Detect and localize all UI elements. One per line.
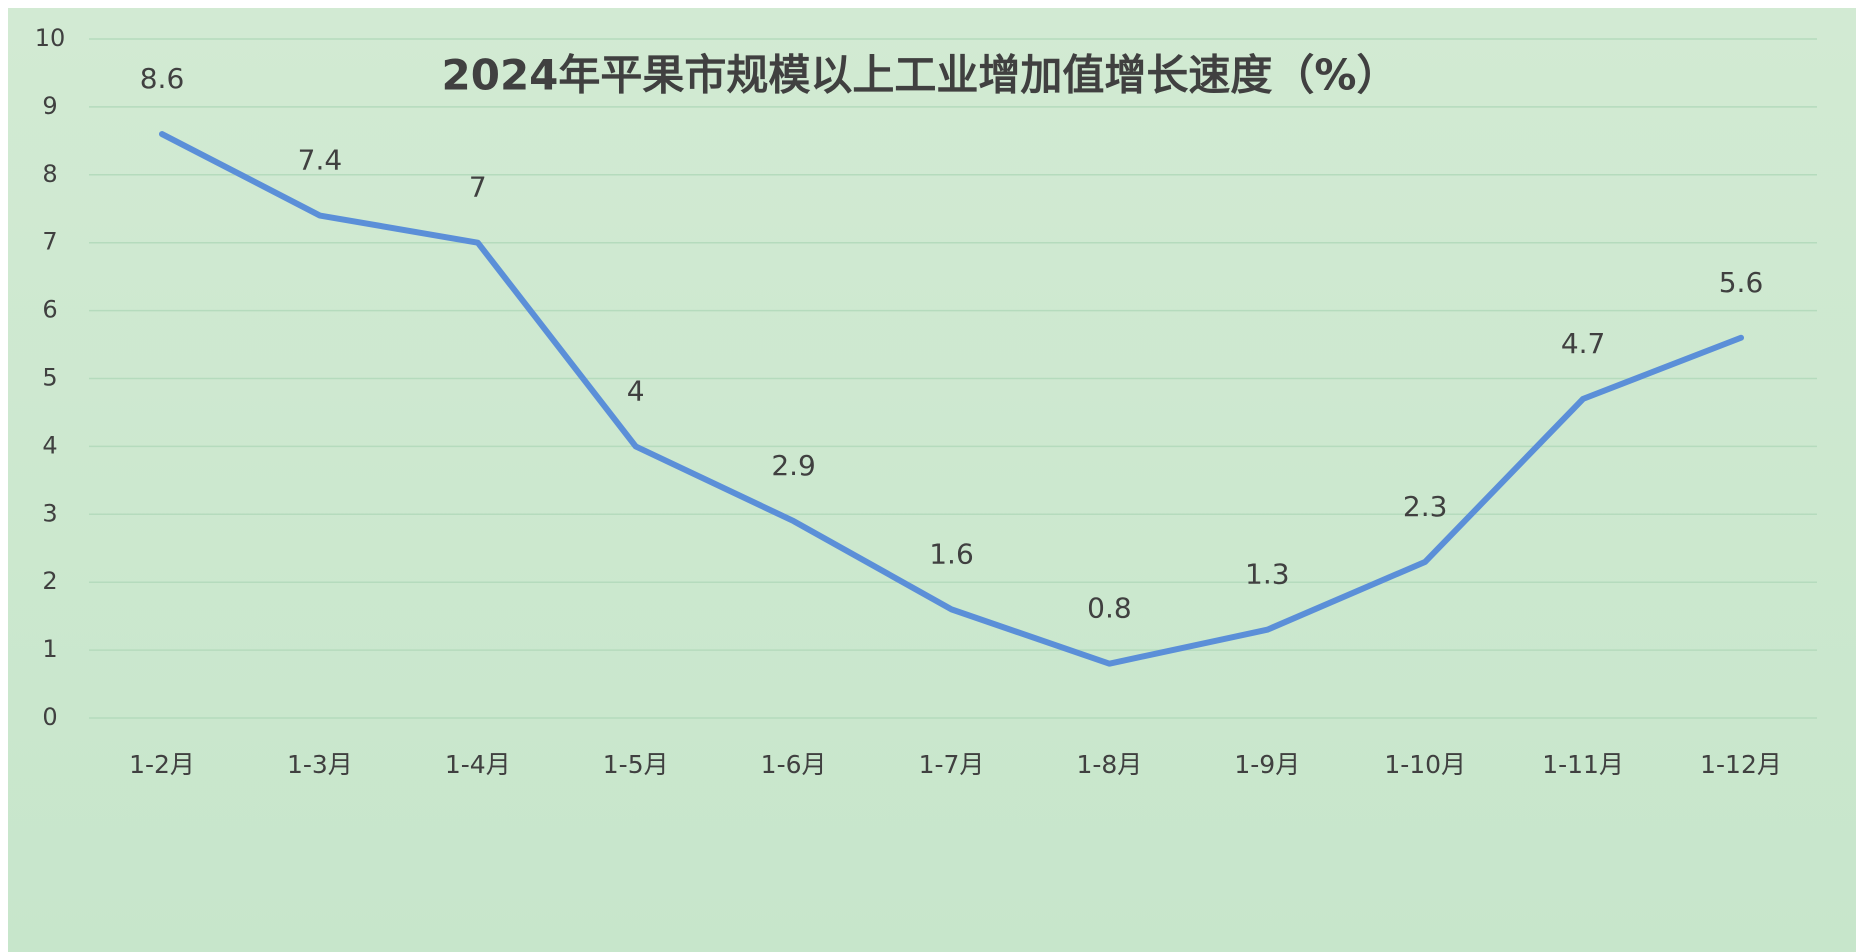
y-tick-label: 8	[42, 160, 57, 188]
data-label: 4	[627, 374, 645, 407]
data-label: 7.4	[298, 144, 343, 177]
y-tick-label: 5	[42, 364, 57, 392]
y-tick-label: 6	[42, 296, 57, 324]
y-tick-label: 7	[42, 228, 57, 256]
x-tick-label: 1-2月	[129, 750, 195, 779]
x-tick-label: 1-11月	[1542, 750, 1624, 779]
y-tick-label: 0	[42, 703, 57, 731]
x-tick-label: 1-8月	[1076, 750, 1142, 779]
data-label: 1.6	[929, 537, 974, 570]
data-label: 2.9	[771, 449, 816, 482]
y-tick-label: 10	[35, 24, 66, 52]
y-tick-label: 3	[42, 499, 57, 527]
chart-background	[8, 8, 1856, 952]
x-tick-label: 1-7月	[919, 750, 985, 779]
data-label: 0.8	[1087, 592, 1132, 625]
x-tick-label: 1-6月	[761, 750, 827, 779]
x-tick-label: 1-9月	[1234, 750, 1300, 779]
data-label: 7	[469, 171, 487, 204]
data-label: 4.7	[1561, 327, 1606, 360]
data-line	[159, 131, 1744, 667]
data-label: 8.6	[140, 62, 185, 95]
y-tick-label: 2	[42, 567, 57, 595]
x-tick-label: 1-4月	[445, 750, 511, 779]
data-label: 2.3	[1403, 490, 1448, 523]
y-tick-label: 1	[42, 635, 57, 663]
x-tick-label: 1-3月	[287, 750, 353, 779]
y-tick-label: 9	[42, 92, 57, 120]
x-tick-label: 1-10月	[1384, 750, 1466, 779]
data-label: 1.3	[1245, 558, 1290, 591]
data-label: 5.6	[1719, 266, 1764, 299]
y-tick-label: 4	[42, 431, 57, 459]
chart-title: 2024年平果市规模以上工业增加值增长速度（%）	[442, 51, 1399, 100]
x-tick-label: 1-5月	[603, 750, 669, 779]
x-tick-label: 1-12月	[1700, 750, 1782, 779]
